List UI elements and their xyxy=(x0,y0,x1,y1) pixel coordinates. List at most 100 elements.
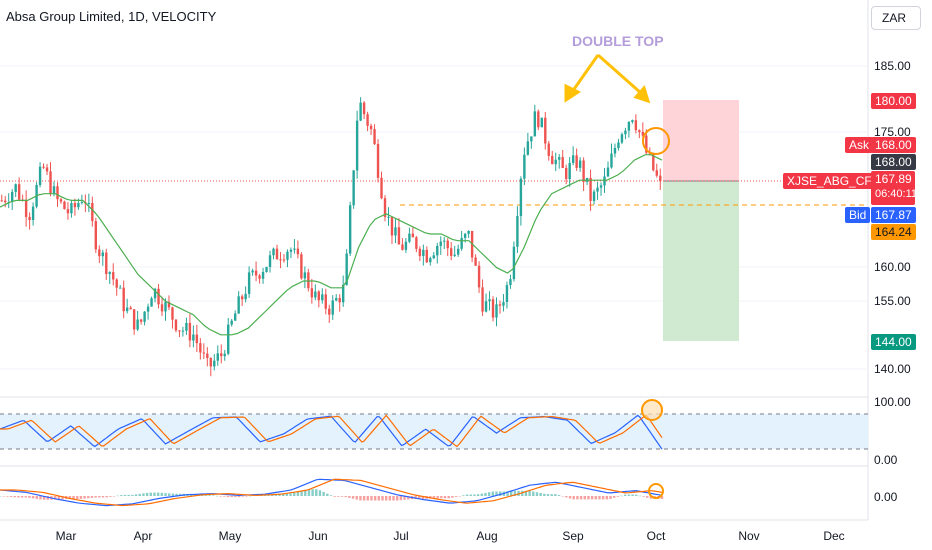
candle-body xyxy=(87,203,91,205)
chart-title[interactable]: Absa Group Limited, 1D, VELOCITY xyxy=(6,9,217,24)
candle-body xyxy=(345,253,348,285)
stoch-k-line xyxy=(0,414,663,450)
macd-histogram-bar xyxy=(234,496,237,498)
loss-zone[interactable] xyxy=(663,100,739,181)
macd-histogram-bar xyxy=(164,493,167,496)
macd-histogram-bar xyxy=(359,496,362,501)
candle-body xyxy=(551,155,554,165)
currency-selector[interactable]: ZAR xyxy=(871,6,921,30)
macd-histogram-bar xyxy=(462,495,465,496)
candle-body xyxy=(136,319,139,330)
macd-histogram-bar xyxy=(612,496,616,498)
candle-body xyxy=(512,246,516,280)
candle-body xyxy=(631,120,634,123)
candle-body xyxy=(355,120,359,171)
time-tick-aug: Aug xyxy=(476,529,498,543)
macd-histogram-bar xyxy=(407,496,410,500)
macd-histogram-bar xyxy=(57,496,61,500)
candle-body xyxy=(167,301,171,308)
macd-histogram-bar xyxy=(112,496,116,497)
candle-body xyxy=(240,296,244,300)
macd-histogram-bar xyxy=(248,495,252,497)
macd-histogram-bar xyxy=(351,496,355,499)
macd-histogram-bar xyxy=(204,495,208,496)
macd-histogram-bar xyxy=(447,496,450,499)
candle-body xyxy=(119,287,122,289)
candle-body xyxy=(153,288,157,299)
macd-histogram-bar xyxy=(418,496,421,499)
candle-body xyxy=(467,230,470,234)
macd-histogram-bar xyxy=(646,496,649,498)
macd-histogram-bar xyxy=(322,491,325,496)
candle-body xyxy=(390,216,394,236)
macd-histogram-bar xyxy=(528,490,531,496)
macd-histogram-bar xyxy=(223,496,226,497)
macd-histogram-bar xyxy=(153,492,156,496)
candle-body xyxy=(125,307,129,312)
candle-body xyxy=(10,191,14,203)
profit-zone[interactable] xyxy=(663,181,739,341)
candle-body xyxy=(484,301,488,312)
double-top-label[interactable]: DOUBLE TOP xyxy=(572,33,664,49)
macd-histogram-bar xyxy=(219,496,222,497)
candle-body xyxy=(38,166,42,185)
candle-body xyxy=(317,291,321,301)
macd-histogram-bar xyxy=(142,493,145,496)
candle-body xyxy=(422,249,425,257)
candle-body xyxy=(233,313,237,321)
macd-histogram-bar xyxy=(370,496,373,501)
macd-histogram-bar xyxy=(384,496,388,501)
candle-body xyxy=(652,153,655,171)
macd-histogram-bar xyxy=(311,489,314,496)
candle-body xyxy=(443,240,446,242)
candle-body xyxy=(42,166,45,168)
stop-price-tag: 144.00 xyxy=(871,334,916,350)
candle-body xyxy=(171,307,174,320)
macd-histogram-bar xyxy=(388,496,392,501)
bar-countdown: 06:40:11 xyxy=(875,188,918,200)
candle-body xyxy=(627,122,631,131)
macd-histogram-bar xyxy=(289,493,292,496)
macd-histogram-bar xyxy=(134,494,138,496)
last-price-value: 167.89 xyxy=(875,172,912,186)
candle-body xyxy=(216,353,219,361)
stochastic-band xyxy=(0,414,868,449)
macd-histogram-bar xyxy=(267,494,270,496)
ask-price-tag: 168.00 xyxy=(871,137,916,153)
candle-body xyxy=(247,272,251,294)
macd-histogram-bar xyxy=(366,496,369,501)
candle-body xyxy=(564,167,568,180)
macd-histogram-bar xyxy=(83,496,86,499)
candle-body xyxy=(540,117,543,128)
macd-histogram-bar xyxy=(241,496,244,497)
candle-body xyxy=(98,249,101,257)
macd-histogram-bar xyxy=(381,496,384,501)
macd-histogram-bar xyxy=(123,494,127,496)
candle-body xyxy=(383,198,387,218)
macd-histogram-bar xyxy=(149,492,152,496)
highlight-circle-macd xyxy=(648,483,664,499)
candle-body xyxy=(185,322,188,331)
macd-histogram-bar xyxy=(660,496,664,499)
macd-histogram-bar xyxy=(510,491,513,496)
macd-histogram-bar xyxy=(465,494,469,496)
candle-body xyxy=(582,160,585,182)
macd-histogram-bar xyxy=(583,496,586,500)
time-tick-oct: Oct xyxy=(646,529,666,543)
macd-histogram-bar xyxy=(226,496,230,498)
candle-body xyxy=(408,233,411,242)
candle-body xyxy=(293,248,296,250)
candle-body xyxy=(505,285,509,303)
macd-histogram-bar xyxy=(105,496,108,498)
time-tick-apr: Apr xyxy=(133,529,153,543)
candle-body xyxy=(411,233,415,238)
macd-histogram-bar xyxy=(304,489,307,496)
macd-histogram-bar xyxy=(624,494,627,496)
candle-body xyxy=(439,241,442,246)
macd-histogram-bar xyxy=(156,492,160,496)
candle-body xyxy=(28,216,31,220)
macd-histogram-bar xyxy=(31,496,35,499)
macd-histogram-bar xyxy=(131,494,134,496)
